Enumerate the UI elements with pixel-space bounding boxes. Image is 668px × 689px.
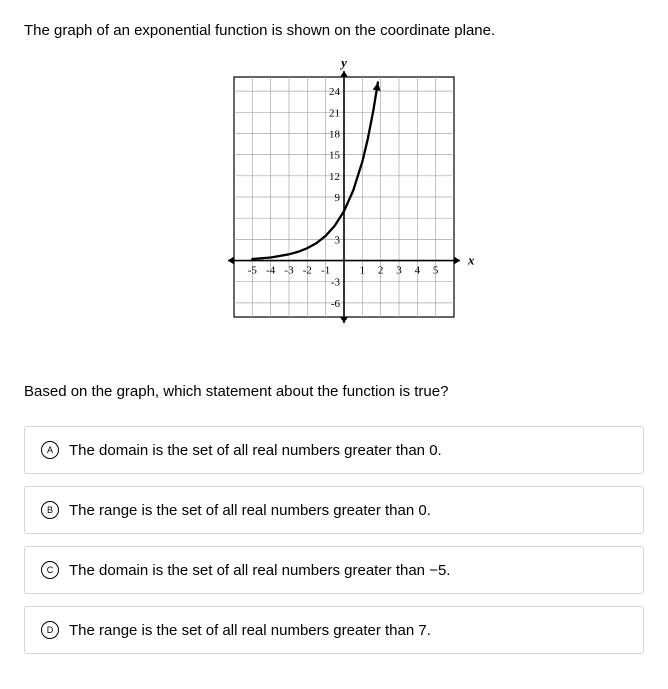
option-text-a: The domain is the set of all real number… xyxy=(69,442,442,459)
svg-text:-5: -5 xyxy=(248,265,258,277)
option-letter-c: C xyxy=(41,561,59,579)
svg-text:24: 24 xyxy=(329,86,341,98)
svg-text:21: 21 xyxy=(329,107,340,119)
svg-text:-3: -3 xyxy=(284,265,294,277)
exponential-chart: -5-4-3-2-112345391215182124-3-6xy xyxy=(184,57,484,337)
svg-text:12: 12 xyxy=(329,171,340,183)
option-b[interactable]: B The range is the set of all real numbe… xyxy=(24,486,644,534)
option-a[interactable]: A The domain is the set of all real numb… xyxy=(24,426,644,474)
svg-text:-2: -2 xyxy=(303,265,312,277)
svg-text:-6: -6 xyxy=(331,298,341,310)
svg-text:15: 15 xyxy=(329,150,341,162)
svg-text:5: 5 xyxy=(433,265,439,277)
prompt-text: The graph of an exponential function is … xyxy=(24,20,644,41)
svg-text:3: 3 xyxy=(335,234,341,246)
question-text: Based on the graph, which statement abou… xyxy=(24,381,644,402)
svg-text:-4: -4 xyxy=(266,265,276,277)
svg-text:3: 3 xyxy=(396,265,402,277)
chart-container: -5-4-3-2-112345391215182124-3-6xy xyxy=(24,57,644,341)
option-c[interactable]: C The domain is the set of all real numb… xyxy=(24,546,644,594)
svg-text:18: 18 xyxy=(329,128,341,140)
option-text-b: The range is the set of all real numbers… xyxy=(69,502,431,519)
option-letter-d: D xyxy=(41,621,59,639)
svg-text:y: y xyxy=(339,57,347,70)
svg-text:2: 2 xyxy=(378,265,384,277)
option-d[interactable]: D The range is the set of all real numbe… xyxy=(24,606,644,654)
option-letter-a: A xyxy=(41,441,59,459)
option-text-d: The range is the set of all real numbers… xyxy=(69,622,431,639)
svg-text:4: 4 xyxy=(415,265,421,277)
option-letter-b: B xyxy=(41,501,59,519)
svg-text:1: 1 xyxy=(360,265,366,277)
svg-text:9: 9 xyxy=(335,192,341,204)
svg-text:-1: -1 xyxy=(321,265,330,277)
option-text-c: The domain is the set of all real number… xyxy=(69,562,450,579)
svg-text:x: x xyxy=(467,253,475,268)
svg-text:-3: -3 xyxy=(331,277,341,289)
